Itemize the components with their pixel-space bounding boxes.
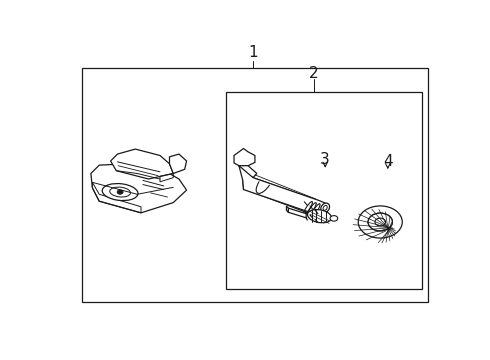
Text: 3: 3: [320, 152, 330, 167]
Polygon shape: [239, 166, 327, 216]
Bar: [226, 92, 422, 288]
Text: 4: 4: [383, 153, 392, 168]
Circle shape: [368, 213, 392, 231]
Polygon shape: [288, 208, 306, 218]
Polygon shape: [243, 174, 319, 207]
Polygon shape: [234, 149, 255, 166]
Polygon shape: [91, 164, 187, 213]
Ellipse shape: [323, 206, 327, 210]
Polygon shape: [239, 166, 257, 177]
Polygon shape: [170, 154, 187, 174]
Polygon shape: [243, 180, 314, 215]
Ellipse shape: [321, 203, 330, 213]
Text: 1: 1: [248, 45, 258, 60]
Ellipse shape: [102, 184, 138, 201]
Ellipse shape: [110, 187, 130, 197]
Polygon shape: [287, 206, 288, 212]
Bar: [82, 68, 428, 302]
Ellipse shape: [308, 210, 331, 223]
Circle shape: [358, 206, 402, 238]
Polygon shape: [111, 149, 173, 179]
Circle shape: [330, 216, 338, 221]
Circle shape: [375, 218, 386, 226]
Circle shape: [117, 190, 123, 194]
Circle shape: [368, 213, 392, 231]
Circle shape: [375, 218, 386, 226]
Text: 2: 2: [309, 66, 318, 81]
